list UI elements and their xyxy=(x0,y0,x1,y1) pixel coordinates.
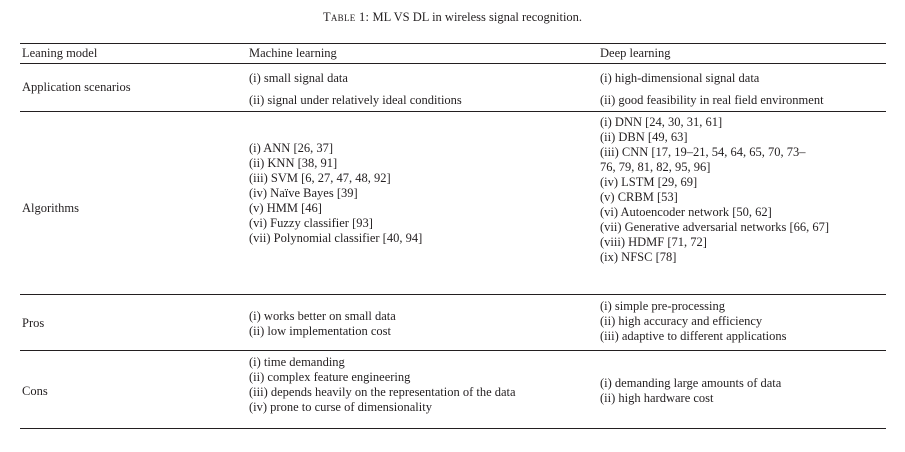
list-item: (ii) complex feature engineering xyxy=(249,370,411,384)
list-item: (vi) Fuzzy classifier [93] xyxy=(249,216,373,230)
row-rule xyxy=(20,294,886,295)
list-item: (i) works better on small data xyxy=(249,309,396,323)
header-ml: Machine learning xyxy=(249,46,337,60)
list-item: (i) ANN [26, 37] xyxy=(249,141,334,155)
cons-dl: (i) demanding large amounts of data (ii)… xyxy=(600,376,886,406)
bottom-rule xyxy=(20,428,886,430)
row-label-pros: Pros xyxy=(22,316,45,330)
list-item: (iii) CNN [17, 19–21, 54, 64, 65, 70, 73… xyxy=(600,145,806,159)
pros-ml: (i) works better on small data (ii) low … xyxy=(249,309,589,339)
row-rule xyxy=(20,111,886,112)
list-item: (i) time demanding xyxy=(249,355,345,369)
list-item: (i) high-dimensional signal data xyxy=(600,71,760,85)
list-item: (ii) signal under relatively ideal condi… xyxy=(249,93,462,107)
application-ml: (i) small signal data (ii) signal under … xyxy=(249,71,589,108)
list-item: (iii) depends heavily on the representat… xyxy=(249,385,516,399)
list-item: 76, 79, 81, 82, 95, 96] xyxy=(600,160,711,174)
header-dl: Deep learning xyxy=(600,46,671,60)
list-item: (ii) KNN [38, 91] xyxy=(249,156,338,170)
list-item: (iii) SVM [6, 27, 47, 48, 92] xyxy=(249,171,391,185)
list-item: (v) HMM [46] xyxy=(249,201,322,215)
list-item: (ix) NFSC [78] xyxy=(600,250,677,264)
application-dl: (i) high-dimensional signal data (ii) go… xyxy=(600,71,886,108)
list-item: (iv) prone to curse of dimensionality xyxy=(249,400,432,414)
list-item: (i) simple pre-processing xyxy=(600,299,725,313)
list-item: (ii) high accuracy and efficiency xyxy=(600,314,763,328)
row-rule xyxy=(20,350,886,351)
list-item: (ii) good feasibility in real field envi… xyxy=(600,93,824,107)
header-model: Leaning model xyxy=(22,46,98,60)
table-caption: Table 1: ML VS DL in wireless signal rec… xyxy=(0,9,905,25)
algorithms-dl: (i) DNN [24, 30, 31, 61] (ii) DBN [49, 6… xyxy=(600,115,886,265)
row-label-algorithms: Algorithms xyxy=(22,201,79,215)
list-item: (ii) high hardware cost xyxy=(600,391,714,405)
list-item: (iv) LSTM [29, 69] xyxy=(600,175,698,189)
list-item: (v) CRBM [53] xyxy=(600,190,678,204)
table-title: ML VS DL in wireless signal recognition. xyxy=(372,10,583,24)
top-rule xyxy=(20,43,886,45)
row-label-application: Application scenarios xyxy=(22,80,131,94)
list-item: (ii) DBN [49, 63] xyxy=(600,130,688,144)
list-item: (ii) low implementation cost xyxy=(249,324,391,338)
cons-ml: (i) time demanding (ii) complex feature … xyxy=(249,355,589,415)
row-label-cons: Cons xyxy=(22,384,48,398)
algorithms-ml: (i) ANN [26, 37] (ii) KNN [38, 91] (iii)… xyxy=(249,141,589,246)
list-item: (i) small signal data xyxy=(249,71,348,85)
list-item: (vi) Autoencoder network [50, 62] xyxy=(600,205,772,219)
list-item: (viii) HDMF [71, 72] xyxy=(600,235,707,249)
list-item: (iii) adaptive to different applications xyxy=(600,329,787,343)
pros-dl: (i) simple pre-processing (ii) high accu… xyxy=(600,299,886,344)
list-item: (i) demanding large amounts of data xyxy=(600,376,782,390)
list-item: (vii) Polynomial classifier [40, 94] xyxy=(249,231,423,245)
header-rule xyxy=(20,63,886,64)
list-item: (i) DNN [24, 30, 31, 61] xyxy=(600,115,723,129)
list-item: (vii) Generative adversarial networks [6… xyxy=(600,220,830,234)
list-item: (iv) Naïve Bayes [39] xyxy=(249,186,358,200)
table-label: Table 1: xyxy=(322,10,370,24)
